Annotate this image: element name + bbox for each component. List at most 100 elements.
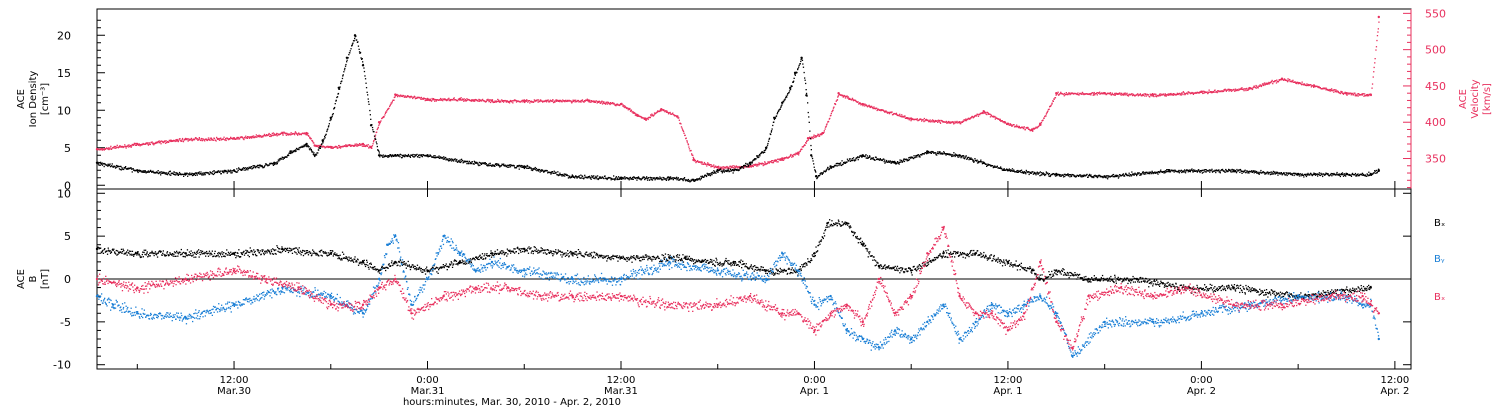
data-dot	[1233, 88, 1235, 91]
data-dot	[327, 126, 330, 128]
data-dot	[1231, 89, 1233, 91]
data-dot	[455, 99, 457, 101]
data-dot	[876, 109, 878, 112]
data-dot	[445, 159, 447, 161]
data-dot	[412, 155, 414, 158]
data-dot	[338, 144, 340, 147]
data-dot	[1279, 79, 1281, 81]
data-dot	[1215, 170, 1217, 172]
data-dot	[1326, 172, 1328, 175]
data-dot	[443, 98, 445, 100]
data-dot	[244, 137, 246, 139]
data-dot	[545, 169, 548, 172]
data-dot	[430, 155, 432, 157]
data-dot	[223, 170, 225, 172]
data-dot	[170, 174, 172, 176]
data-dot	[1017, 171, 1019, 173]
data-point	[748, 161, 752, 164]
data-dot	[667, 176, 669, 178]
data-dot	[480, 162, 482, 164]
data-dot	[990, 114, 992, 116]
data-dot	[1124, 93, 1126, 95]
data-dot	[726, 170, 728, 173]
data-dot	[216, 171, 218, 173]
data-dot	[1326, 89, 1328, 91]
data-dot	[809, 136, 811, 138]
data-dot	[823, 130, 825, 132]
data-dot	[1344, 92, 1346, 94]
data-dot	[1143, 93, 1145, 95]
data-dot	[1044, 174, 1046, 177]
data-dot	[1243, 88, 1245, 90]
data-dot	[885, 111, 887, 113]
data-dot	[437, 157, 440, 159]
data-dot	[299, 147, 301, 149]
data-dot	[1160, 169, 1162, 171]
data-dot	[666, 111, 668, 113]
data-dot	[977, 114, 979, 116]
data-dot	[656, 176, 658, 179]
data-dot	[612, 102, 614, 104]
data-dot	[409, 96, 411, 98]
data-dot	[558, 99, 561, 102]
data-dot	[637, 114, 640, 116]
data-dot	[644, 178, 646, 181]
data-dot	[615, 177, 617, 179]
data-dot	[1040, 172, 1043, 174]
data-dot	[346, 144, 348, 146]
data-dot	[1182, 170, 1185, 172]
data-dot	[1177, 171, 1179, 173]
data-dot	[1075, 175, 1077, 178]
data-dot	[574, 176, 576, 178]
data-dot	[166, 141, 168, 144]
data-dot	[138, 144, 140, 146]
data-dot	[254, 136, 256, 139]
data-dot	[804, 77, 806, 79]
data-dot	[840, 164, 843, 167]
data-dot	[120, 146, 122, 148]
data-dot	[893, 112, 895, 115]
data-dot	[225, 169, 227, 172]
data-dot	[473, 100, 475, 102]
data-dot	[391, 156, 393, 158]
data-dot	[953, 122, 955, 124]
data-dot	[682, 129, 684, 132]
data-dot	[132, 168, 134, 170]
data-dot	[553, 170, 555, 172]
data-dot	[885, 110, 887, 112]
data-dot	[256, 165, 258, 168]
data-dot	[850, 98, 852, 100]
data-dot	[1236, 168, 1238, 171]
data-dot	[1069, 174, 1072, 176]
data-dot	[220, 173, 222, 175]
data-dot	[222, 171, 224, 173]
data-dot	[891, 114, 894, 116]
data-dot	[232, 170, 234, 172]
data-point	[732, 169, 735, 172]
data-dot	[1165, 171, 1167, 173]
data-dot	[831, 110, 834, 112]
data-dot	[745, 162, 747, 165]
data-dot	[1005, 169, 1007, 171]
data-dot	[942, 153, 944, 155]
data-dot	[1373, 172, 1375, 174]
data-dot	[1051, 103, 1053, 105]
data-dot	[558, 174, 561, 176]
data-dot	[1225, 89, 1227, 91]
data-dot	[915, 118, 917, 120]
data-dot	[304, 145, 306, 147]
data-dot	[1132, 173, 1134, 175]
data-dot	[1204, 169, 1206, 171]
data-dot	[1162, 170, 1165, 173]
data-dot	[385, 111, 388, 113]
data-dot	[139, 145, 141, 147]
data-dot	[783, 101, 785, 103]
data-dot	[817, 176, 819, 178]
data-dot	[528, 100, 530, 102]
data-point	[305, 131, 308, 135]
data-dot	[530, 100, 532, 103]
data-dot	[1286, 174, 1288, 177]
data-dot	[757, 163, 759, 166]
data-dot	[1334, 90, 1336, 93]
data-dot	[943, 152, 945, 154]
